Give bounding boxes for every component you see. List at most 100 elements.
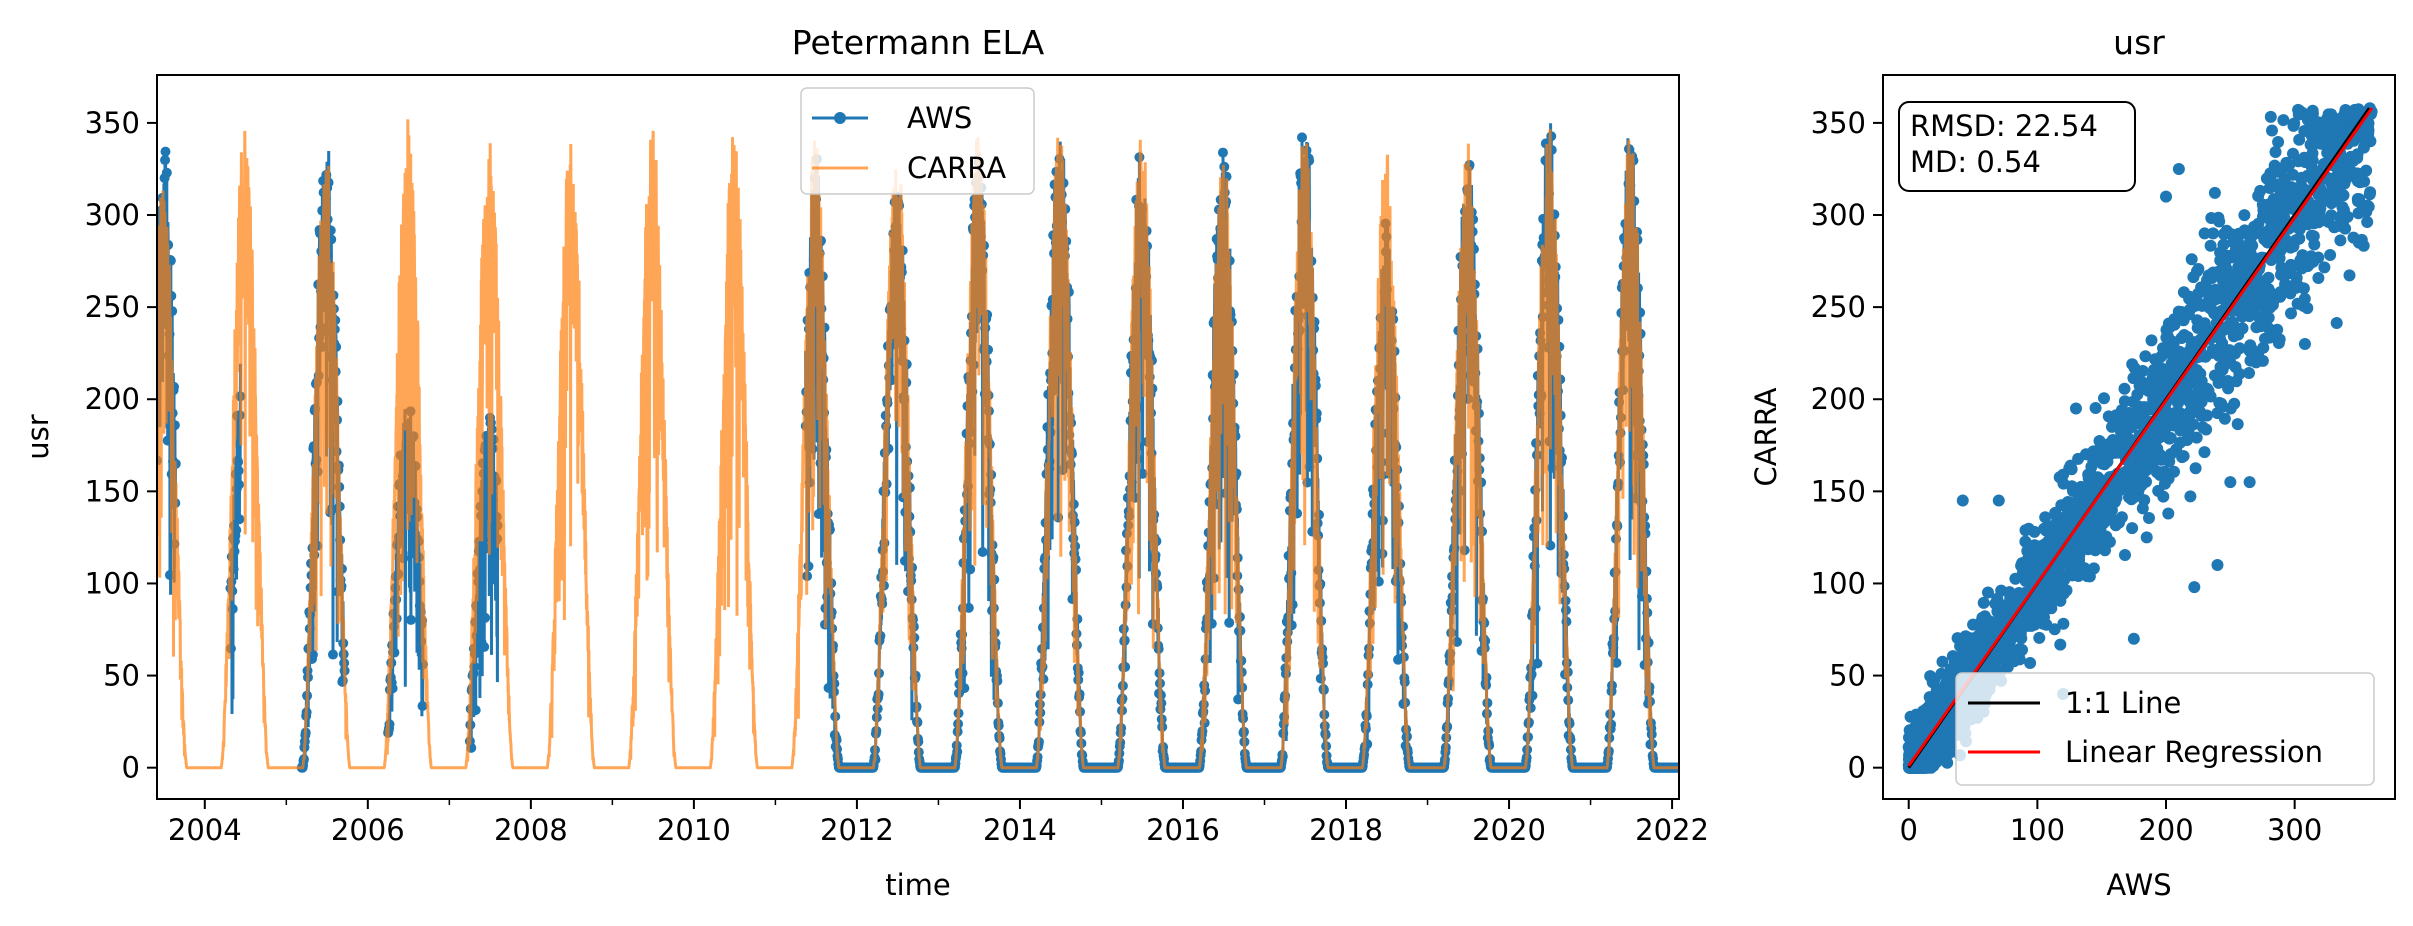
scatter-point xyxy=(2325,209,2338,222)
scatter-point xyxy=(2127,467,2140,480)
scatter-point xyxy=(2072,452,2085,465)
scatter-x-tick-label: 0 xyxy=(1900,813,1918,847)
scatter-point xyxy=(2033,631,2046,644)
scatter-point xyxy=(2244,233,2257,246)
timeseries-x-axis-label: time xyxy=(885,868,951,902)
scatter-outlier-point xyxy=(2069,402,2082,415)
timeseries-legend: AWS CARRA xyxy=(800,87,1035,195)
scatter-point xyxy=(2138,401,2151,414)
scatter-point xyxy=(2119,549,2131,561)
scatter-point xyxy=(1981,630,1994,643)
timeseries-x-tick-label: 2010 xyxy=(657,813,731,847)
scatter-y-axis-label: CARRA xyxy=(1749,387,1783,486)
scatter-point xyxy=(2305,250,2317,263)
timeseries-y-tick-label: 200 xyxy=(85,382,140,416)
scatter-point xyxy=(2090,527,2103,540)
scatter-point xyxy=(2164,432,2177,444)
scatter-point xyxy=(2259,332,2271,345)
timeseries-y-axis-label: usr xyxy=(21,414,55,459)
scatter-point xyxy=(2301,302,2314,315)
scatter-point xyxy=(2293,232,2306,245)
scatter-point xyxy=(2228,327,2241,340)
aws-point xyxy=(160,146,171,157)
scatter-point xyxy=(2323,135,2336,148)
scatter-point xyxy=(2330,317,2343,329)
carra-line xyxy=(157,119,1679,770)
timeseries-x-tick-label: 2008 xyxy=(494,813,568,847)
scatter-point xyxy=(1982,586,1994,599)
scatter-y-tick-label: 200 xyxy=(1811,382,1866,416)
scatter-point xyxy=(2169,366,2182,379)
scatter-y-tick-label: 350 xyxy=(1811,106,1866,140)
aws-point xyxy=(470,705,481,716)
scatter-point xyxy=(2150,466,2163,479)
scatter-point xyxy=(1943,681,1956,694)
scatter-point xyxy=(2009,651,2022,664)
aws-point xyxy=(233,465,244,476)
timeseries-title: Petermann ELA xyxy=(792,23,1045,62)
scatter-point xyxy=(2161,330,2174,343)
scatter-point xyxy=(2136,365,2149,377)
scatter-point xyxy=(2187,418,2200,431)
scatter-point xyxy=(2185,253,2198,266)
scatter-point xyxy=(2258,300,2271,313)
rmsd-text: RMSD: 22.54 xyxy=(1910,109,2098,143)
timeseries-panel: Petermann ELA 2004 2006 2008 2010 2012 2014 20… xyxy=(21,23,1709,902)
scatter-point xyxy=(2315,124,2328,137)
scatter-point xyxy=(2334,234,2347,247)
aws-point xyxy=(327,649,338,660)
scatter-point xyxy=(2181,434,2194,446)
scatter-point xyxy=(2134,456,2147,469)
scatter-point xyxy=(2195,395,2208,408)
scatter-point xyxy=(2089,402,2102,414)
scatter-point xyxy=(2274,290,2287,303)
scatter-x-axis-label: AWS xyxy=(2106,868,2171,902)
timeseries-x-tick-label: 2006 xyxy=(331,813,405,847)
scatter-point xyxy=(2054,638,2067,651)
scatter-point xyxy=(2262,271,2275,284)
scatter-point xyxy=(2154,371,2167,384)
scatter-point xyxy=(2260,289,2272,302)
scatter-point xyxy=(2288,117,2301,130)
scatter-point xyxy=(2118,382,2131,395)
scatter-point xyxy=(2037,583,2050,596)
scatter-point xyxy=(2347,154,2360,167)
scatter-y-tick-label: 250 xyxy=(1811,290,1866,324)
scatter-point xyxy=(2262,198,2275,211)
scatter-point xyxy=(2191,265,2203,278)
scatter-point xyxy=(2193,407,2206,420)
scatter-point xyxy=(2198,446,2211,459)
scatter-point xyxy=(2312,272,2325,284)
scatter-point xyxy=(2049,506,2062,519)
timeseries-x-tick-label: 2020 xyxy=(1472,813,1546,847)
scatter-y-tick-label: 300 xyxy=(1811,198,1866,232)
scatter-point xyxy=(2155,350,2168,363)
scatter-point xyxy=(1937,749,1949,762)
aws-point xyxy=(963,602,974,613)
scatter-point xyxy=(2158,477,2171,490)
scatter-point xyxy=(2209,291,2222,304)
scatter-point xyxy=(2051,527,2064,540)
scatter-point xyxy=(2183,290,2196,303)
scatter-point xyxy=(2249,307,2261,320)
scatter-y-tick-label: 100 xyxy=(1811,566,1866,600)
scatter-point xyxy=(2286,261,2299,274)
aws-point xyxy=(160,155,171,166)
scatter-point xyxy=(2318,261,2331,274)
scatter-point xyxy=(2271,323,2284,336)
scatter-point xyxy=(2179,348,2192,361)
scatter-outlier-point xyxy=(2208,186,2221,199)
scatter-point xyxy=(1977,596,1990,609)
scatter-point xyxy=(2361,216,2374,228)
scatter-point xyxy=(1956,632,1969,645)
scatter-point xyxy=(2143,512,2155,524)
scatter-point xyxy=(2097,516,2110,529)
scatter-point xyxy=(2348,103,2361,116)
scatter-outlier-point xyxy=(2298,337,2311,350)
scatter-outlier-point xyxy=(1992,494,2005,507)
scatter-point xyxy=(2228,275,2241,288)
scatter-point xyxy=(2238,209,2251,222)
scatter-point xyxy=(2211,407,2224,420)
scatter-y-tick-label: 0 xyxy=(1848,751,1866,785)
timeseries-x-tick-label: 2016 xyxy=(1146,813,1220,847)
